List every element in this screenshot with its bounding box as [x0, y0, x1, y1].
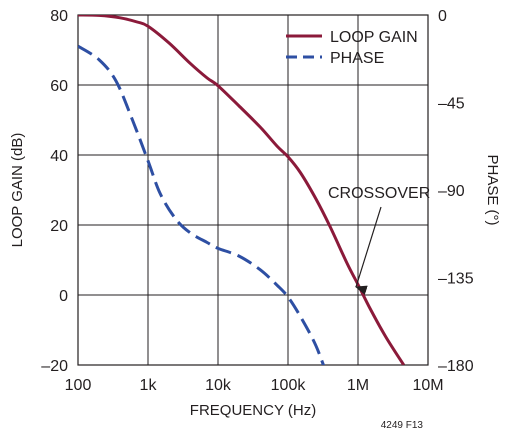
crossover-arrow [354, 206, 382, 295]
plot-frame [77, 14, 429, 366]
x-tick-label: 100 [65, 377, 92, 394]
y2-tick-label: –90 [438, 183, 465, 200]
y2-axis-ticks: 0 –45 –90 –135 –180 [438, 8, 474, 375]
x-tick-label: 10k [205, 377, 232, 394]
y-tick-label: 0 [59, 288, 68, 305]
figure-id: 4249 F13 [381, 420, 424, 431]
legend-label-phase: PHASE [330, 50, 384, 67]
y-tick-label: 60 [50, 78, 68, 95]
crossover-annotation: CROSSOVER [328, 185, 430, 295]
y-axis-ticks: 80 60 40 20 0 –20 [41, 8, 68, 375]
y2-tick-label: 0 [438, 8, 447, 25]
y-axis-title: LOOP GAIN (dB) [9, 133, 26, 248]
y2-tick-label: –135 [438, 271, 474, 288]
y-tick-label: –20 [41, 358, 68, 375]
plot-grid [78, 15, 428, 365]
y-tick-label: 20 [50, 218, 68, 235]
x-tick-label: 100k [271, 377, 307, 394]
y-tick-label: 40 [50, 148, 68, 165]
y2-tick-label: –45 [438, 96, 465, 113]
legend: LOOP GAIN PHASE [286, 29, 418, 67]
x-axis-title: FREQUENCY (Hz) [190, 402, 316, 419]
x-tick-label: 1M [347, 377, 369, 394]
crossover-label: CROSSOVER [328, 185, 430, 202]
series-line-loop-gain [78, 15, 405, 365]
x-axis-ticks: 100 1k 10k 100k 1M 10M [65, 377, 444, 394]
x-tick-label: 1k [140, 377, 158, 394]
y-tick-label: 80 [50, 8, 68, 25]
y2-axis-title: PHASE (°) [484, 154, 501, 225]
series-group [78, 15, 405, 365]
series-line-phase [78, 44, 325, 365]
legend-label-loop-gain: LOOP GAIN [330, 29, 418, 46]
x-tick-label: 10M [412, 377, 443, 394]
y2-tick-label: –180 [438, 358, 474, 375]
